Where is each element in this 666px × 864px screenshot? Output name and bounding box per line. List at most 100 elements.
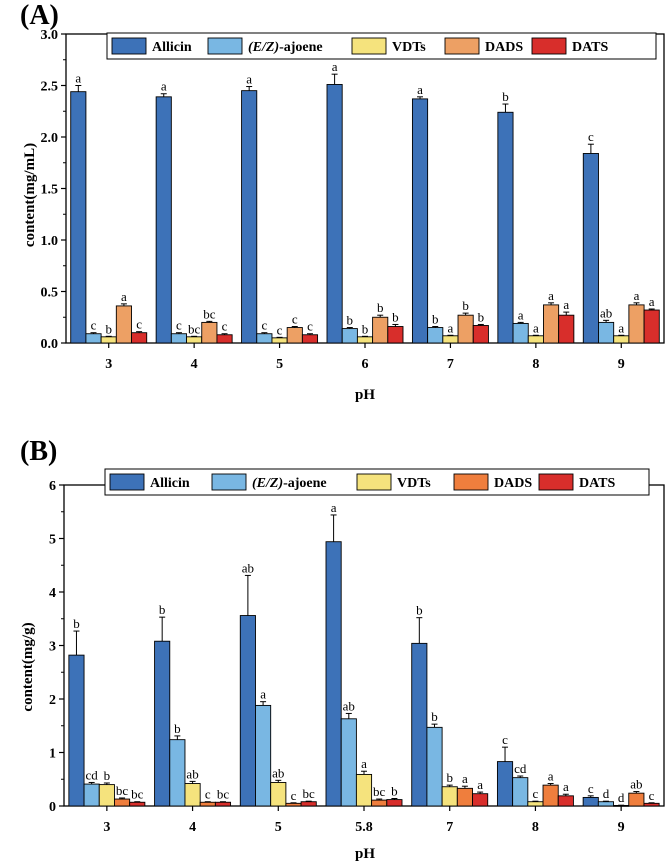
x-tick-label: 4 <box>189 820 196 835</box>
significance-label: c <box>222 319 228 334</box>
legend-swatch <box>109 473 145 491</box>
legend-label: DADS <box>494 476 532 491</box>
x-tick-label: 5 <box>276 357 283 372</box>
x-tick-label: 5.8 <box>355 820 373 835</box>
significance-label: a <box>361 756 367 771</box>
bar <box>216 334 233 344</box>
bar <box>628 304 645 344</box>
significance-label: b <box>392 309 399 324</box>
significance-label: ab <box>186 766 198 781</box>
bar <box>170 333 187 344</box>
panel-a-label: (A) <box>20 0 59 31</box>
bar <box>427 327 444 344</box>
x-tick-label: 3 <box>103 820 110 835</box>
bar <box>285 802 302 807</box>
x-tick-label: 4 <box>191 357 198 372</box>
bar <box>199 801 216 807</box>
x-tick-label: 8 <box>532 357 539 372</box>
legend-label: Allicin <box>150 476 190 491</box>
bar <box>98 784 115 807</box>
significance-label: c <box>136 317 142 332</box>
y-tick-label: 0.5 <box>41 286 59 301</box>
significance-label: b <box>416 603 423 618</box>
significance-label: bc <box>217 787 230 802</box>
bar <box>85 333 102 344</box>
significance-label: c <box>261 318 267 333</box>
bar <box>301 334 319 344</box>
x-tick-label: 7 <box>447 357 454 372</box>
bar <box>426 726 443 807</box>
significance-label: ab <box>343 698 355 713</box>
significance-label: a <box>246 72 252 87</box>
bar <box>411 98 429 344</box>
bar <box>326 84 343 344</box>
bar <box>543 304 560 344</box>
significance-label: a <box>331 500 337 515</box>
bar <box>387 326 404 344</box>
bar <box>512 777 529 807</box>
significance-label: c <box>502 732 508 747</box>
significance-label: cd <box>514 761 527 776</box>
significance-label: c <box>277 322 283 337</box>
bar <box>214 801 232 807</box>
significance-label: bc <box>203 306 216 321</box>
bar <box>372 316 389 344</box>
legend-swatch <box>531 37 567 55</box>
significance-label: b <box>104 768 111 783</box>
bar <box>154 640 171 807</box>
significance-label: a <box>518 307 524 322</box>
bar <box>497 111 514 344</box>
bar <box>256 333 273 344</box>
bar <box>341 328 358 344</box>
significance-label: bc <box>188 321 201 336</box>
bar <box>241 90 258 344</box>
bar <box>582 153 599 344</box>
bar <box>129 801 146 807</box>
bar <box>270 782 287 807</box>
legend-label: DADS <box>485 40 523 55</box>
bar <box>201 321 218 344</box>
significance-label: c <box>307 319 313 334</box>
legend-swatch <box>453 473 489 491</box>
legend-label: DATS <box>579 476 616 491</box>
x-tick-label: 8 <box>532 820 539 835</box>
bar <box>598 321 615 344</box>
significance-label: b <box>159 602 166 617</box>
significance-label: a <box>563 779 569 794</box>
y-tick-label: 0.0 <box>41 337 59 352</box>
bar <box>356 336 374 344</box>
bar <box>169 739 186 807</box>
significance-label: b <box>347 313 354 328</box>
significance-label: b <box>73 616 80 631</box>
significance-label: b <box>391 784 398 799</box>
significance-label: ab <box>272 765 284 780</box>
x-tick-label: 7 <box>446 820 453 835</box>
bar <box>386 799 403 807</box>
y-tick-label: 1 <box>49 747 56 762</box>
significance-label: c <box>588 781 594 796</box>
significance-label: c <box>588 129 594 144</box>
panel-b-label: (B) <box>20 436 57 467</box>
significance-label: cd <box>86 767 99 782</box>
panel-a-chart: (A) content(mg/mL) pH 0.0 0.5 1.0 1.5 2.0 2.5… <box>20 0 665 403</box>
significance-label: a <box>548 288 554 303</box>
significance-label: a <box>161 79 167 94</box>
legend-label: (E/Z)-ajoene <box>248 40 323 55</box>
significance-label: ab <box>242 560 254 575</box>
bar <box>597 801 614 807</box>
bar <box>496 761 514 807</box>
legend-label: (E/Z)-ajoene <box>252 476 327 491</box>
bar <box>442 335 459 344</box>
significance-label: a <box>121 289 127 304</box>
legend-label: DATS <box>572 40 609 55</box>
bar <box>542 784 559 807</box>
bar <box>114 798 131 807</box>
significance-label: c <box>533 786 539 801</box>
significance-label: a <box>563 297 569 312</box>
significance-label: a <box>618 320 624 335</box>
bar <box>472 325 489 344</box>
significance-label: c <box>91 318 97 333</box>
significance-label: b <box>377 300 384 315</box>
bar <box>340 718 357 807</box>
bar <box>643 309 660 344</box>
